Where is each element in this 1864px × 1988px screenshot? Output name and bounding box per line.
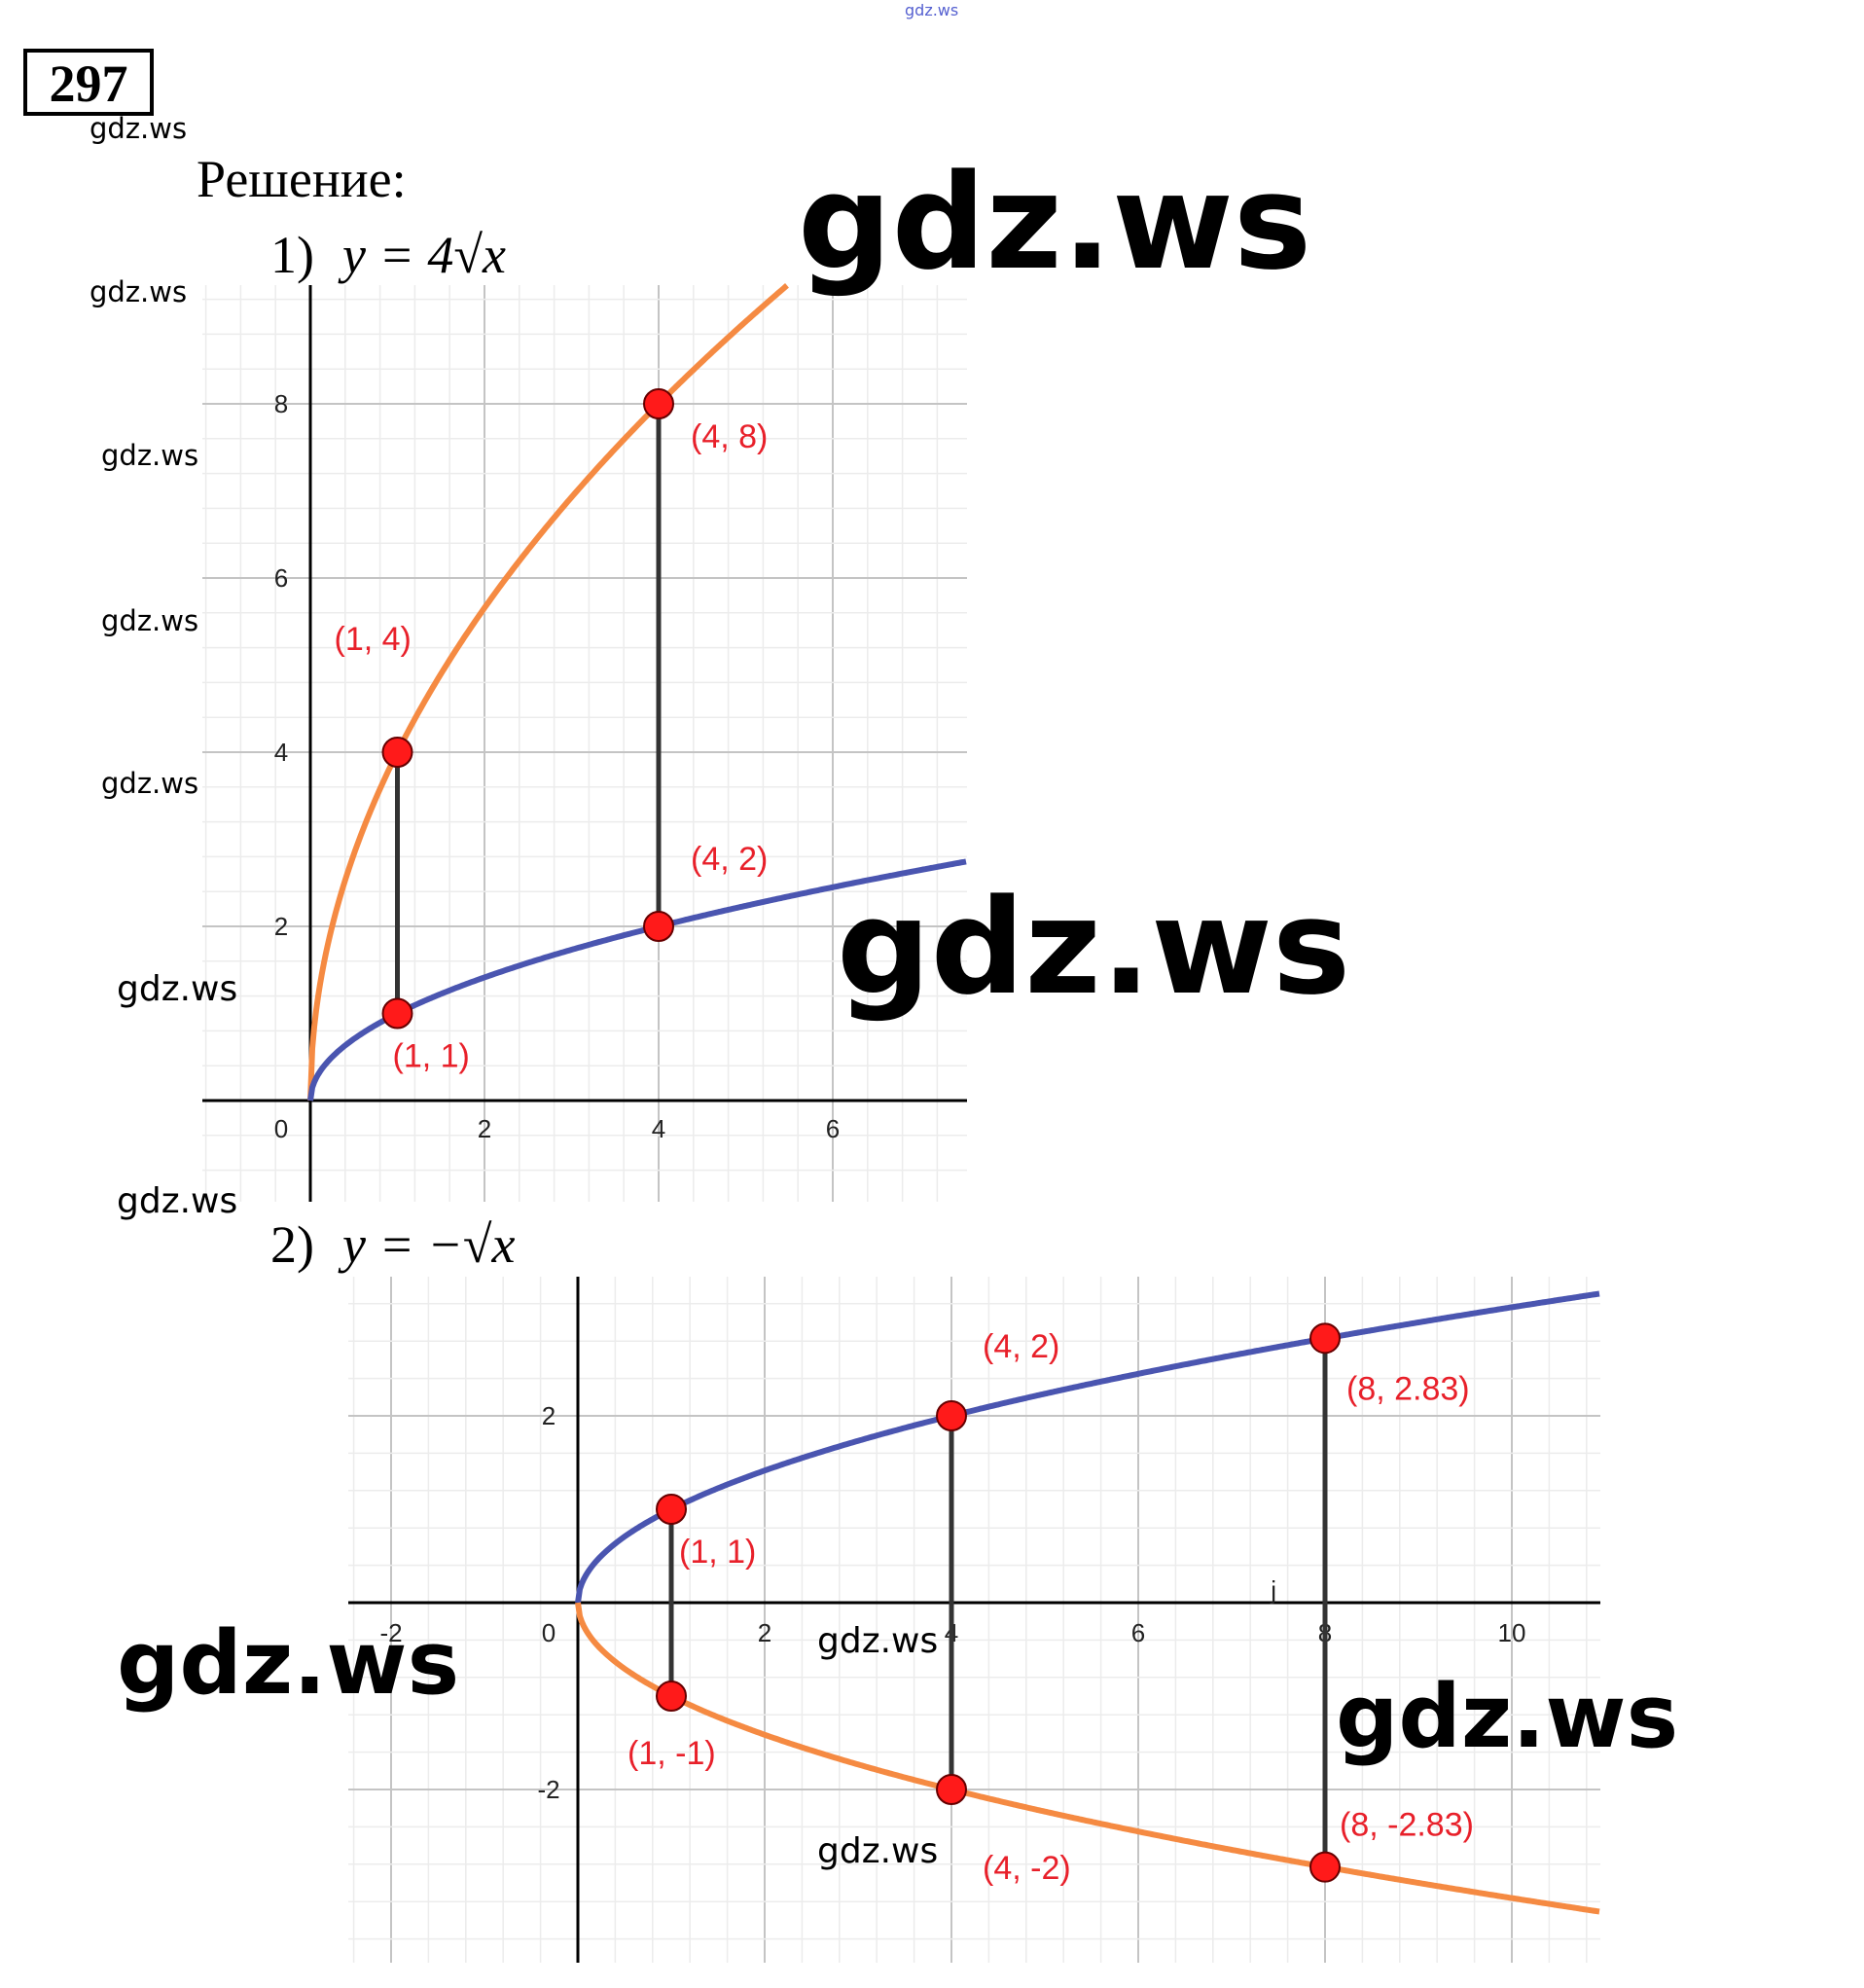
y-tick-label: 4 <box>274 738 288 767</box>
point-label: (1, 1) <box>679 1534 756 1571</box>
part2-label: 2) <box>270 1215 314 1274</box>
watermark: gdz.ws <box>817 1831 938 1871</box>
x-tick-label: 0 <box>274 1114 288 1143</box>
x-tick-label: -2 <box>379 1618 402 1647</box>
watermark: gdz.ws <box>817 1621 938 1661</box>
stray-mark: j <box>1270 1575 1276 1605</box>
y-tick-label: -2 <box>537 1775 559 1804</box>
watermark: gdz.ws <box>117 969 237 1009</box>
x-tick-label: 0 <box>542 1618 556 1647</box>
problem-number-box <box>23 49 154 116</box>
point-label: (8, 2.83) <box>1346 1370 1470 1407</box>
watermark-large: gdz.ws <box>837 871 1350 1024</box>
watermark-top: gdz.ws <box>905 1 958 19</box>
watermark: gdz.ws <box>101 767 198 800</box>
data-point <box>1309 1851 1341 1883</box>
x-tick-label: 2 <box>478 1114 491 1143</box>
y-tick-label: 8 <box>274 389 288 418</box>
curve-blue <box>307 858 967 1102</box>
data-point <box>643 388 674 419</box>
point-label: (1, 1) <box>393 1038 470 1075</box>
data-point <box>1309 1322 1341 1355</box>
point-label: (4, 8) <box>691 418 768 455</box>
watermark: gdz.ws <box>117 1181 237 1221</box>
point-label: (8, -2.83) <box>1340 1807 1474 1844</box>
watermark-large: gdz.ws <box>117 1612 459 1715</box>
point-label: (1, 4) <box>335 621 412 658</box>
problem-number: 297 <box>50 54 128 113</box>
point-label: (4, 2) <box>983 1328 1059 1365</box>
part1-formula: y = 4√x <box>338 226 506 284</box>
curve-orange <box>575 1602 1600 1915</box>
chart-y-minus-sqrtx: -202468102-2(1, 1)(1, -1)(4, 2)(4, -2)(8… <box>348 1277 1600 1963</box>
watermark: gdz.ws <box>101 439 198 472</box>
data-point <box>936 1400 967 1431</box>
data-point <box>936 1774 967 1805</box>
solution-heading: Решение: <box>197 150 407 208</box>
curve-orange <box>307 283 789 1102</box>
data-point <box>381 997 413 1030</box>
data-point <box>643 911 674 942</box>
y-tick-label: 2 <box>274 912 288 941</box>
x-tick-label: 2 <box>758 1618 771 1647</box>
x-tick-label: 6 <box>826 1114 840 1143</box>
watermark-large: gdz.ws <box>798 146 1311 299</box>
curve-blue <box>575 1290 1600 1604</box>
y-tick-label: 2 <box>542 1401 556 1430</box>
x-tick-label: 10 <box>1498 1618 1526 1647</box>
y-tick-label: 6 <box>274 563 288 593</box>
point-label: (4, 2) <box>691 841 768 878</box>
part2-formula: y = −√x <box>338 1215 515 1274</box>
watermark: gdz.ws <box>90 275 187 308</box>
x-tick-label: 4 <box>652 1114 665 1143</box>
watermark: gdz.ws <box>101 604 198 637</box>
point-label: (4, -2) <box>983 1850 1071 1887</box>
watermarks: gdz.ws gdz.ws gdz.ws gdz.ws gdz.ws gdz.w… <box>90 112 1678 1871</box>
data-point <box>656 1494 687 1525</box>
part1-label: 1) <box>270 226 314 284</box>
chart-y-4sqrtx: 0 2 4 6 2 4 6 8 (1, 4) (1, 1) (4, 8) (4, 2) <box>202 283 967 1202</box>
data-point <box>656 1681 687 1712</box>
data-point <box>381 737 413 768</box>
point-label: (1, -1) <box>627 1735 716 1772</box>
watermark: gdz.ws <box>90 112 187 145</box>
x-tick-label: 6 <box>1131 1618 1145 1647</box>
watermark-large: gdz.ws <box>1336 1666 1678 1768</box>
